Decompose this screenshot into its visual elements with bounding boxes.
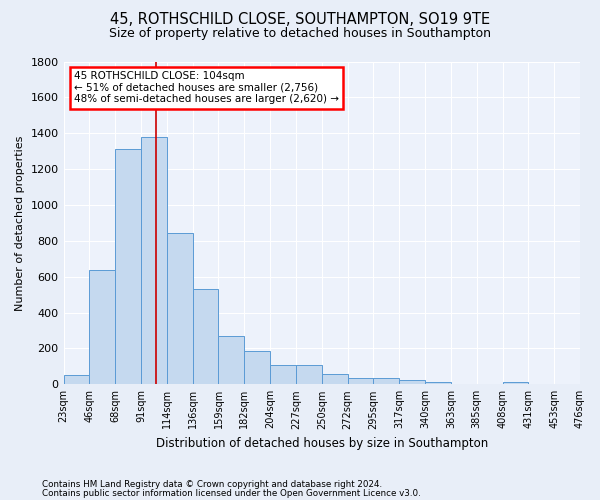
- Text: Contains public sector information licensed under the Open Government Licence v3: Contains public sector information licen…: [42, 489, 421, 498]
- Bar: [218, 336, 244, 384]
- Bar: [322, 374, 347, 384]
- Text: Contains HM Land Registry data © Crown copyright and database right 2024.: Contains HM Land Registry data © Crown c…: [42, 480, 382, 489]
- Bar: [141, 137, 167, 384]
- Bar: [425, 382, 451, 384]
- Bar: [64, 376, 89, 384]
- Bar: [296, 366, 322, 384]
- Bar: [115, 150, 141, 384]
- Bar: [347, 378, 373, 384]
- Bar: [193, 290, 218, 384]
- Bar: [270, 366, 296, 384]
- Bar: [503, 382, 529, 384]
- Bar: [373, 378, 399, 384]
- Bar: [89, 270, 115, 384]
- Text: Size of property relative to detached houses in Southampton: Size of property relative to detached ho…: [109, 28, 491, 40]
- Bar: [399, 380, 425, 384]
- Bar: [167, 233, 193, 384]
- X-axis label: Distribution of detached houses by size in Southampton: Distribution of detached houses by size …: [155, 437, 488, 450]
- Text: 45, ROTHSCHILD CLOSE, SOUTHAMPTON, SO19 9TE: 45, ROTHSCHILD CLOSE, SOUTHAMPTON, SO19 …: [110, 12, 490, 28]
- Y-axis label: Number of detached properties: Number of detached properties: [15, 135, 25, 310]
- Bar: [244, 351, 270, 384]
- Text: 45 ROTHSCHILD CLOSE: 104sqm
← 51% of detached houses are smaller (2,756)
48% of : 45 ROTHSCHILD CLOSE: 104sqm ← 51% of det…: [74, 71, 339, 104]
